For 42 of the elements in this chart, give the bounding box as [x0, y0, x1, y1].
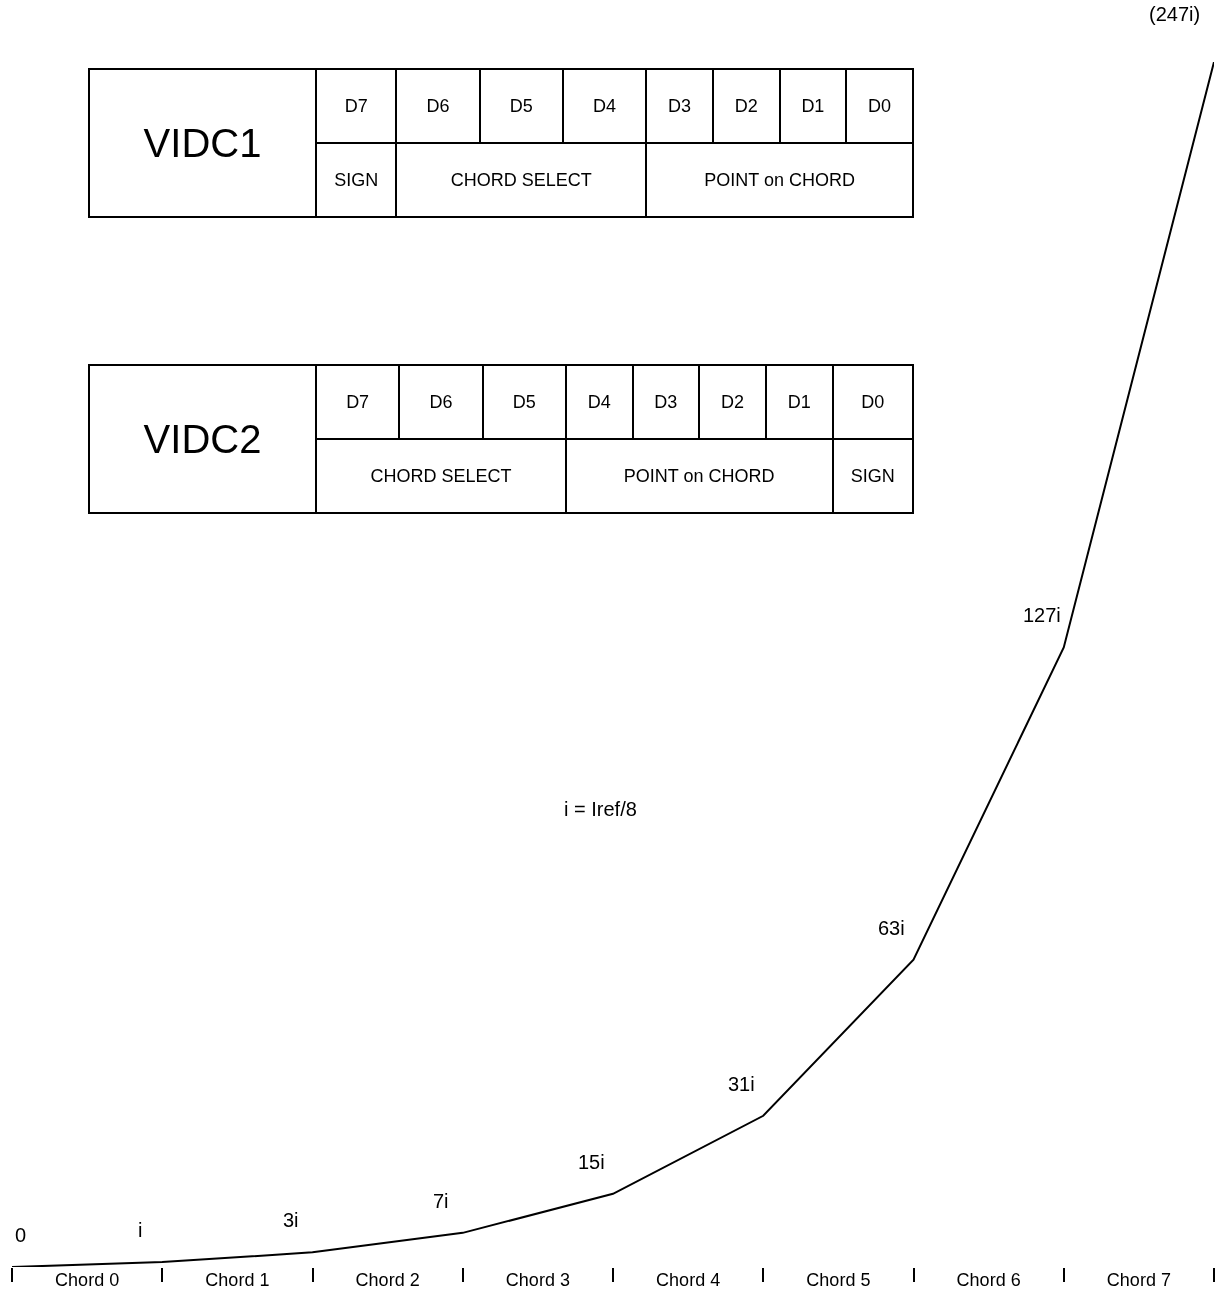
- data-label: 3i: [283, 1209, 299, 1231]
- data-label: 63i: [878, 917, 905, 939]
- text: CHORD SELECT: [370, 465, 512, 486]
- category-label: D5: [479, 69, 563, 143]
- category-label: D3: [632, 365, 700, 439]
- text: VIDC1: [89, 69, 316, 217]
- text: POINT on CHORD: [623, 465, 775, 486]
- category-label: D6: [399, 365, 483, 439]
- category-label: D6: [396, 69, 480, 143]
- x-tick-label: Chord 0: [55, 1270, 120, 1290]
- category-label: D4: [562, 69, 647, 143]
- data-label: 0: [15, 1224, 27, 1246]
- x-tick-label: Chord 5: [806, 1270, 871, 1290]
- data-label: (247i): [1149, 3, 1201, 25]
- category-label: D2: [712, 69, 780, 143]
- data-label: i: [138, 1219, 143, 1241]
- category-label: D5: [482, 365, 566, 439]
- data-label: 127i: [1023, 604, 1061, 626]
- data-label: 15i: [578, 1151, 605, 1173]
- category-label: D7: [316, 69, 397, 143]
- text: SIGN: [334, 169, 379, 190]
- x-tick-label: Chord 1: [205, 1270, 270, 1290]
- category-label: D4: [565, 365, 633, 439]
- annotation: i = Iref/8: [564, 798, 637, 820]
- category-label: D0: [832, 365, 913, 439]
- data-label: 31i: [728, 1073, 755, 1095]
- x-tick-label: Chord 4: [656, 1270, 721, 1290]
- x-tick-label: Chord 7: [1106, 1270, 1171, 1290]
- x-tick-label: Chord 2: [355, 1270, 420, 1290]
- text: POINT on CHORD: [704, 169, 855, 190]
- data-label: 7i: [433, 1190, 449, 1212]
- category-label: D2: [699, 365, 766, 439]
- category-label: D3: [646, 69, 713, 143]
- category-label: D1: [779, 69, 847, 143]
- x-tick-label: Chord 6: [956, 1270, 1021, 1290]
- category-label: D7: [316, 365, 400, 439]
- text: SIGN: [850, 465, 895, 486]
- category-label: D0: [846, 69, 913, 143]
- text: VIDC2: [89, 365, 316, 513]
- text: CHORD SELECT: [450, 169, 592, 190]
- x-tick-label: Chord 3: [505, 1270, 570, 1290]
- category-label: D1: [765, 365, 833, 439]
